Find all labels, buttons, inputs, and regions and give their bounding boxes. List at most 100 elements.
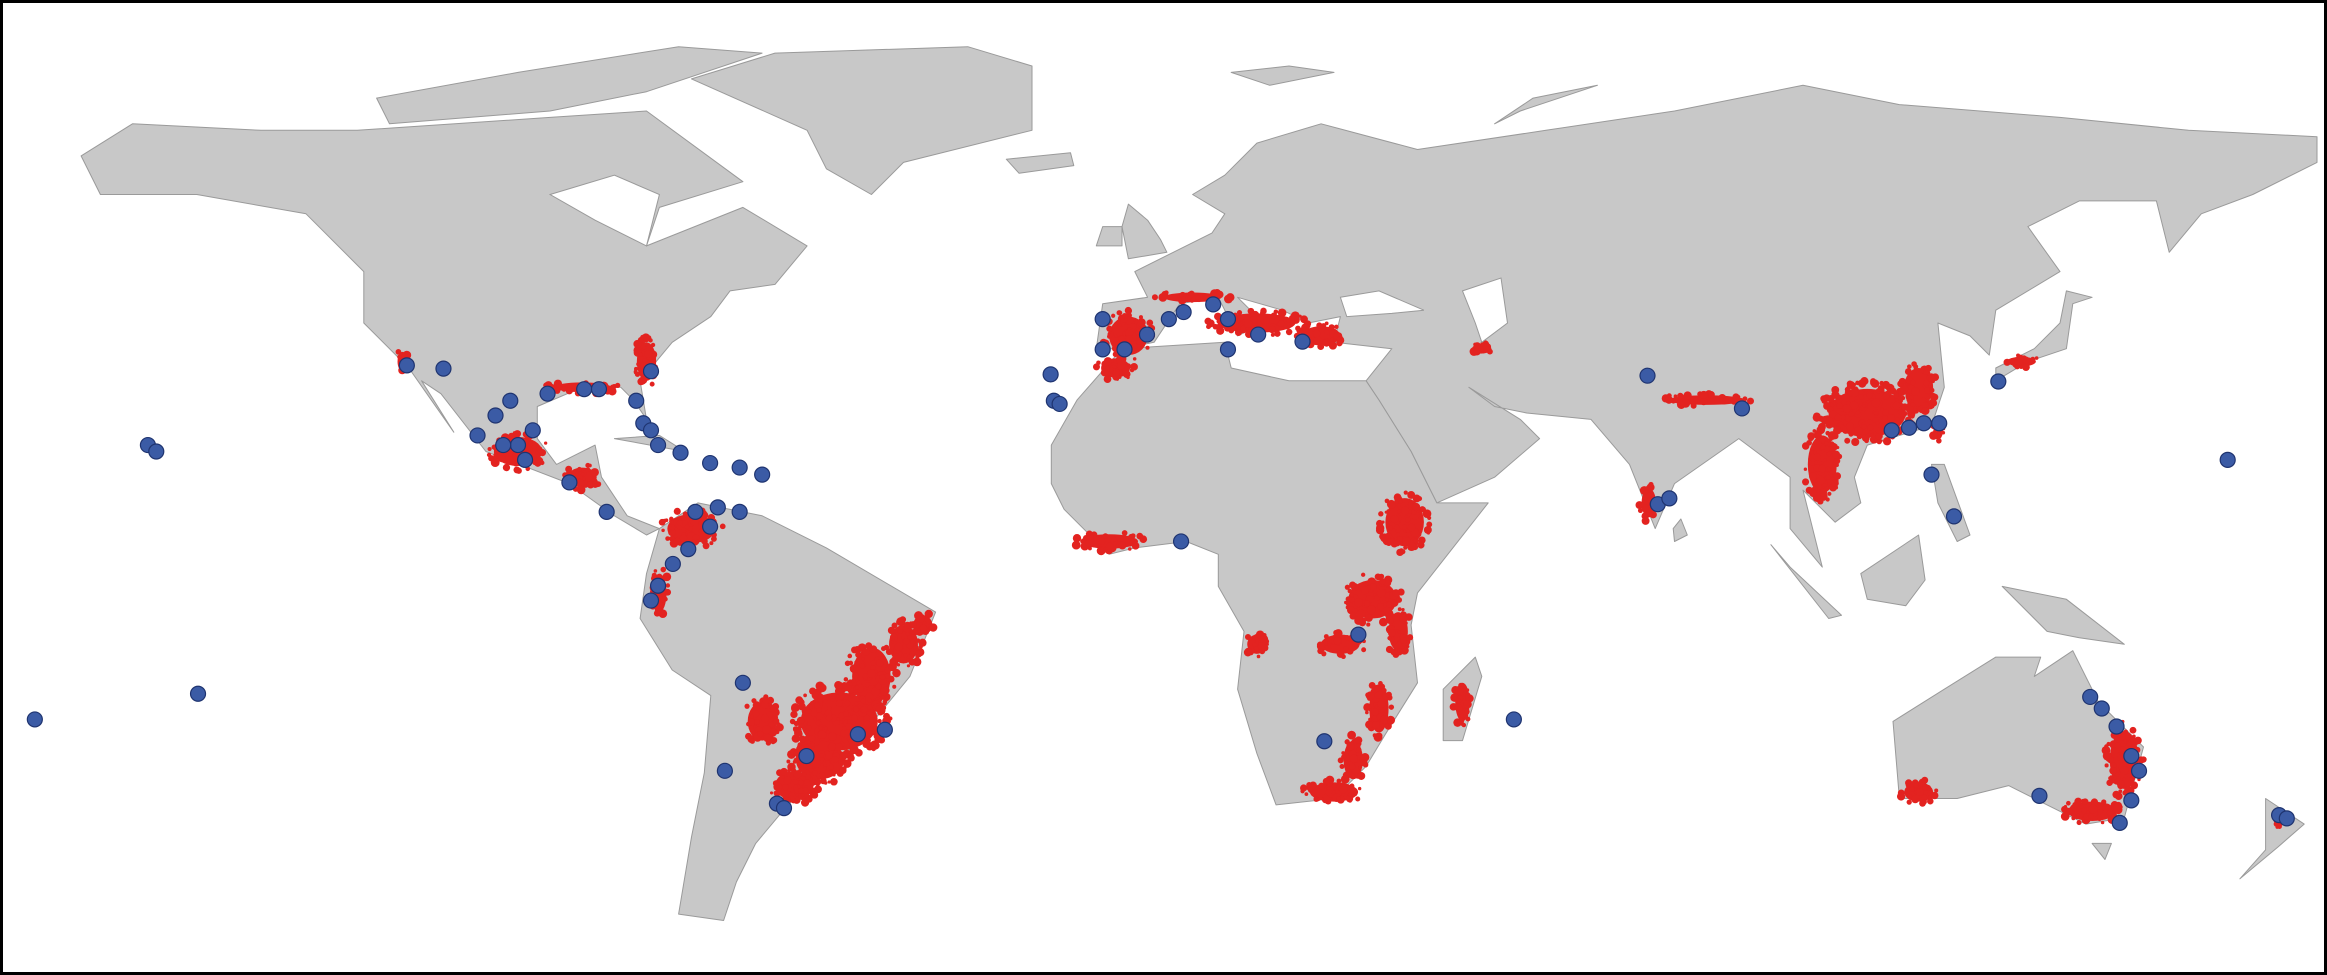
suitable-area-speck [1098, 535, 1102, 539]
suitable-area-speck [2088, 813, 2094, 819]
suitable-area-speck [1234, 324, 1239, 329]
land-tasmania [2091, 842, 2112, 860]
land-new-guinea [2001, 585, 2125, 645]
suitable-area-speck [1879, 416, 1883, 420]
suitable-area-speck [586, 481, 594, 488]
suitable-area-speck [1348, 763, 1356, 770]
suitable-area-speck [1829, 473, 1834, 478]
suitable-area-speck [860, 698, 866, 704]
occurrence-point [1639, 367, 1656, 384]
suitable-area-speck [897, 629, 903, 635]
suitable-area-speck [1378, 681, 1383, 686]
suitable-area-speck [1365, 720, 1374, 729]
suitable-area-speck [590, 468, 599, 477]
suitable-area-speck [1905, 405, 1914, 414]
land-japan [1995, 290, 2093, 382]
suitable-area-speck [799, 735, 807, 743]
suitable-area-speck [1921, 799, 1927, 805]
suitable-area-speck [907, 635, 913, 640]
suitable-area-speck [2140, 756, 2147, 763]
suitable-area-speck [1882, 392, 1890, 400]
suitable-area-speck [1268, 325, 1276, 334]
suitable-area-speck [1206, 319, 1215, 328]
suitable-area-speck [1353, 792, 1358, 796]
suitable-area-speck [1346, 742, 1355, 751]
suitable-area-speck [1361, 647, 1367, 653]
land-arctic-archipelago [376, 46, 763, 125]
suitable-area-speck [861, 709, 865, 713]
suitable-area-speck [2102, 751, 2112, 761]
occurrence-point [1350, 626, 1367, 643]
suitable-area-speck [1478, 346, 1484, 352]
suitable-area [1375, 490, 1433, 557]
suitable-area-speck [1906, 398, 1912, 403]
suitable-area-speck [1452, 703, 1457, 707]
suitable-area-speck [827, 780, 831, 784]
suitable-area-speck [1365, 710, 1369, 715]
suitable-area-speck [1132, 357, 1137, 361]
suitable-area-speck [1417, 541, 1425, 549]
suitable-area-speck [803, 779, 810, 786]
suitable-area-speck [1927, 403, 1934, 410]
suitable-area-speck [802, 772, 807, 777]
suitable-area-speck [1387, 538, 1393, 544]
suitable-area-speck [565, 387, 573, 395]
suitable-area-speck [1301, 323, 1310, 332]
suitable-area-speck [676, 519, 683, 526]
suitable-area-speck [909, 621, 917, 629]
suitable-area-speck [646, 344, 653, 351]
suitable-area-speck [2123, 729, 2128, 734]
suitable-area-speck [1919, 788, 1923, 792]
suitable-area-speck [1849, 401, 1859, 410]
suitable-area-speck [847, 719, 851, 724]
suitable-area-speck [1323, 329, 1330, 335]
suitable-area-speck [1158, 292, 1168, 302]
suitable-area-speck [834, 688, 842, 695]
suitable-area-speck [1103, 375, 1112, 383]
suitable-area-speck [1892, 401, 1901, 410]
suitable-area-speck [762, 697, 770, 704]
suitable-area-speck [842, 766, 847, 770]
suitable-area-speck [1380, 611, 1385, 616]
suitable-area-speck [1806, 439, 1812, 446]
suitable-area-speck [1178, 297, 1182, 302]
suitable-area-speck [578, 471, 582, 475]
suitable-area-speck [1389, 648, 1395, 654]
occurrence-point [1172, 533, 1190, 550]
suitable-area-speck [815, 712, 823, 720]
suitable-area-speck [1922, 402, 1929, 408]
suitable-area-speck [1240, 325, 1246, 331]
suitable-area-speck [1283, 321, 1292, 330]
suitable-area-speck [1379, 715, 1389, 725]
suitable-area-speck [1239, 330, 1243, 334]
suitable-area-speck [754, 719, 761, 725]
suitable-area-speck [1906, 799, 1912, 805]
suitable-area-speck [763, 734, 772, 743]
suitable-area-speck [1347, 588, 1353, 594]
suitable-area-speck [860, 706, 868, 714]
suitable-area-speck [871, 746, 876, 752]
occurrence-point [642, 422, 660, 439]
suitable-area-speck [752, 710, 760, 718]
occurrence-point [502, 392, 519, 409]
occurrence-point [1138, 326, 1156, 343]
suitable-area-speck [808, 735, 816, 742]
suitable-area-speck [668, 531, 672, 535]
suitable-area-speck [1803, 467, 1808, 471]
suitable-area-speck [808, 794, 813, 799]
suitable-area-speck [1909, 413, 1915, 419]
suitable-area-speck [1680, 401, 1686, 408]
suitable-area-speck [654, 606, 663, 614]
suitable-area-speck [1846, 422, 1854, 431]
occurrence-point [649, 577, 667, 594]
suitable-area-speck [853, 672, 859, 679]
land-sri-lanka [1672, 518, 1688, 542]
suitable-area-speck [1339, 763, 1345, 770]
land-novaya-zemlya [1494, 84, 1598, 125]
suitable-area-speck [1115, 544, 1119, 548]
suitable-area [1300, 775, 1362, 805]
suitable-area-speck [1825, 497, 1830, 502]
suitable-area-speck [1145, 345, 1150, 350]
suitable-area-speck [850, 714, 858, 722]
